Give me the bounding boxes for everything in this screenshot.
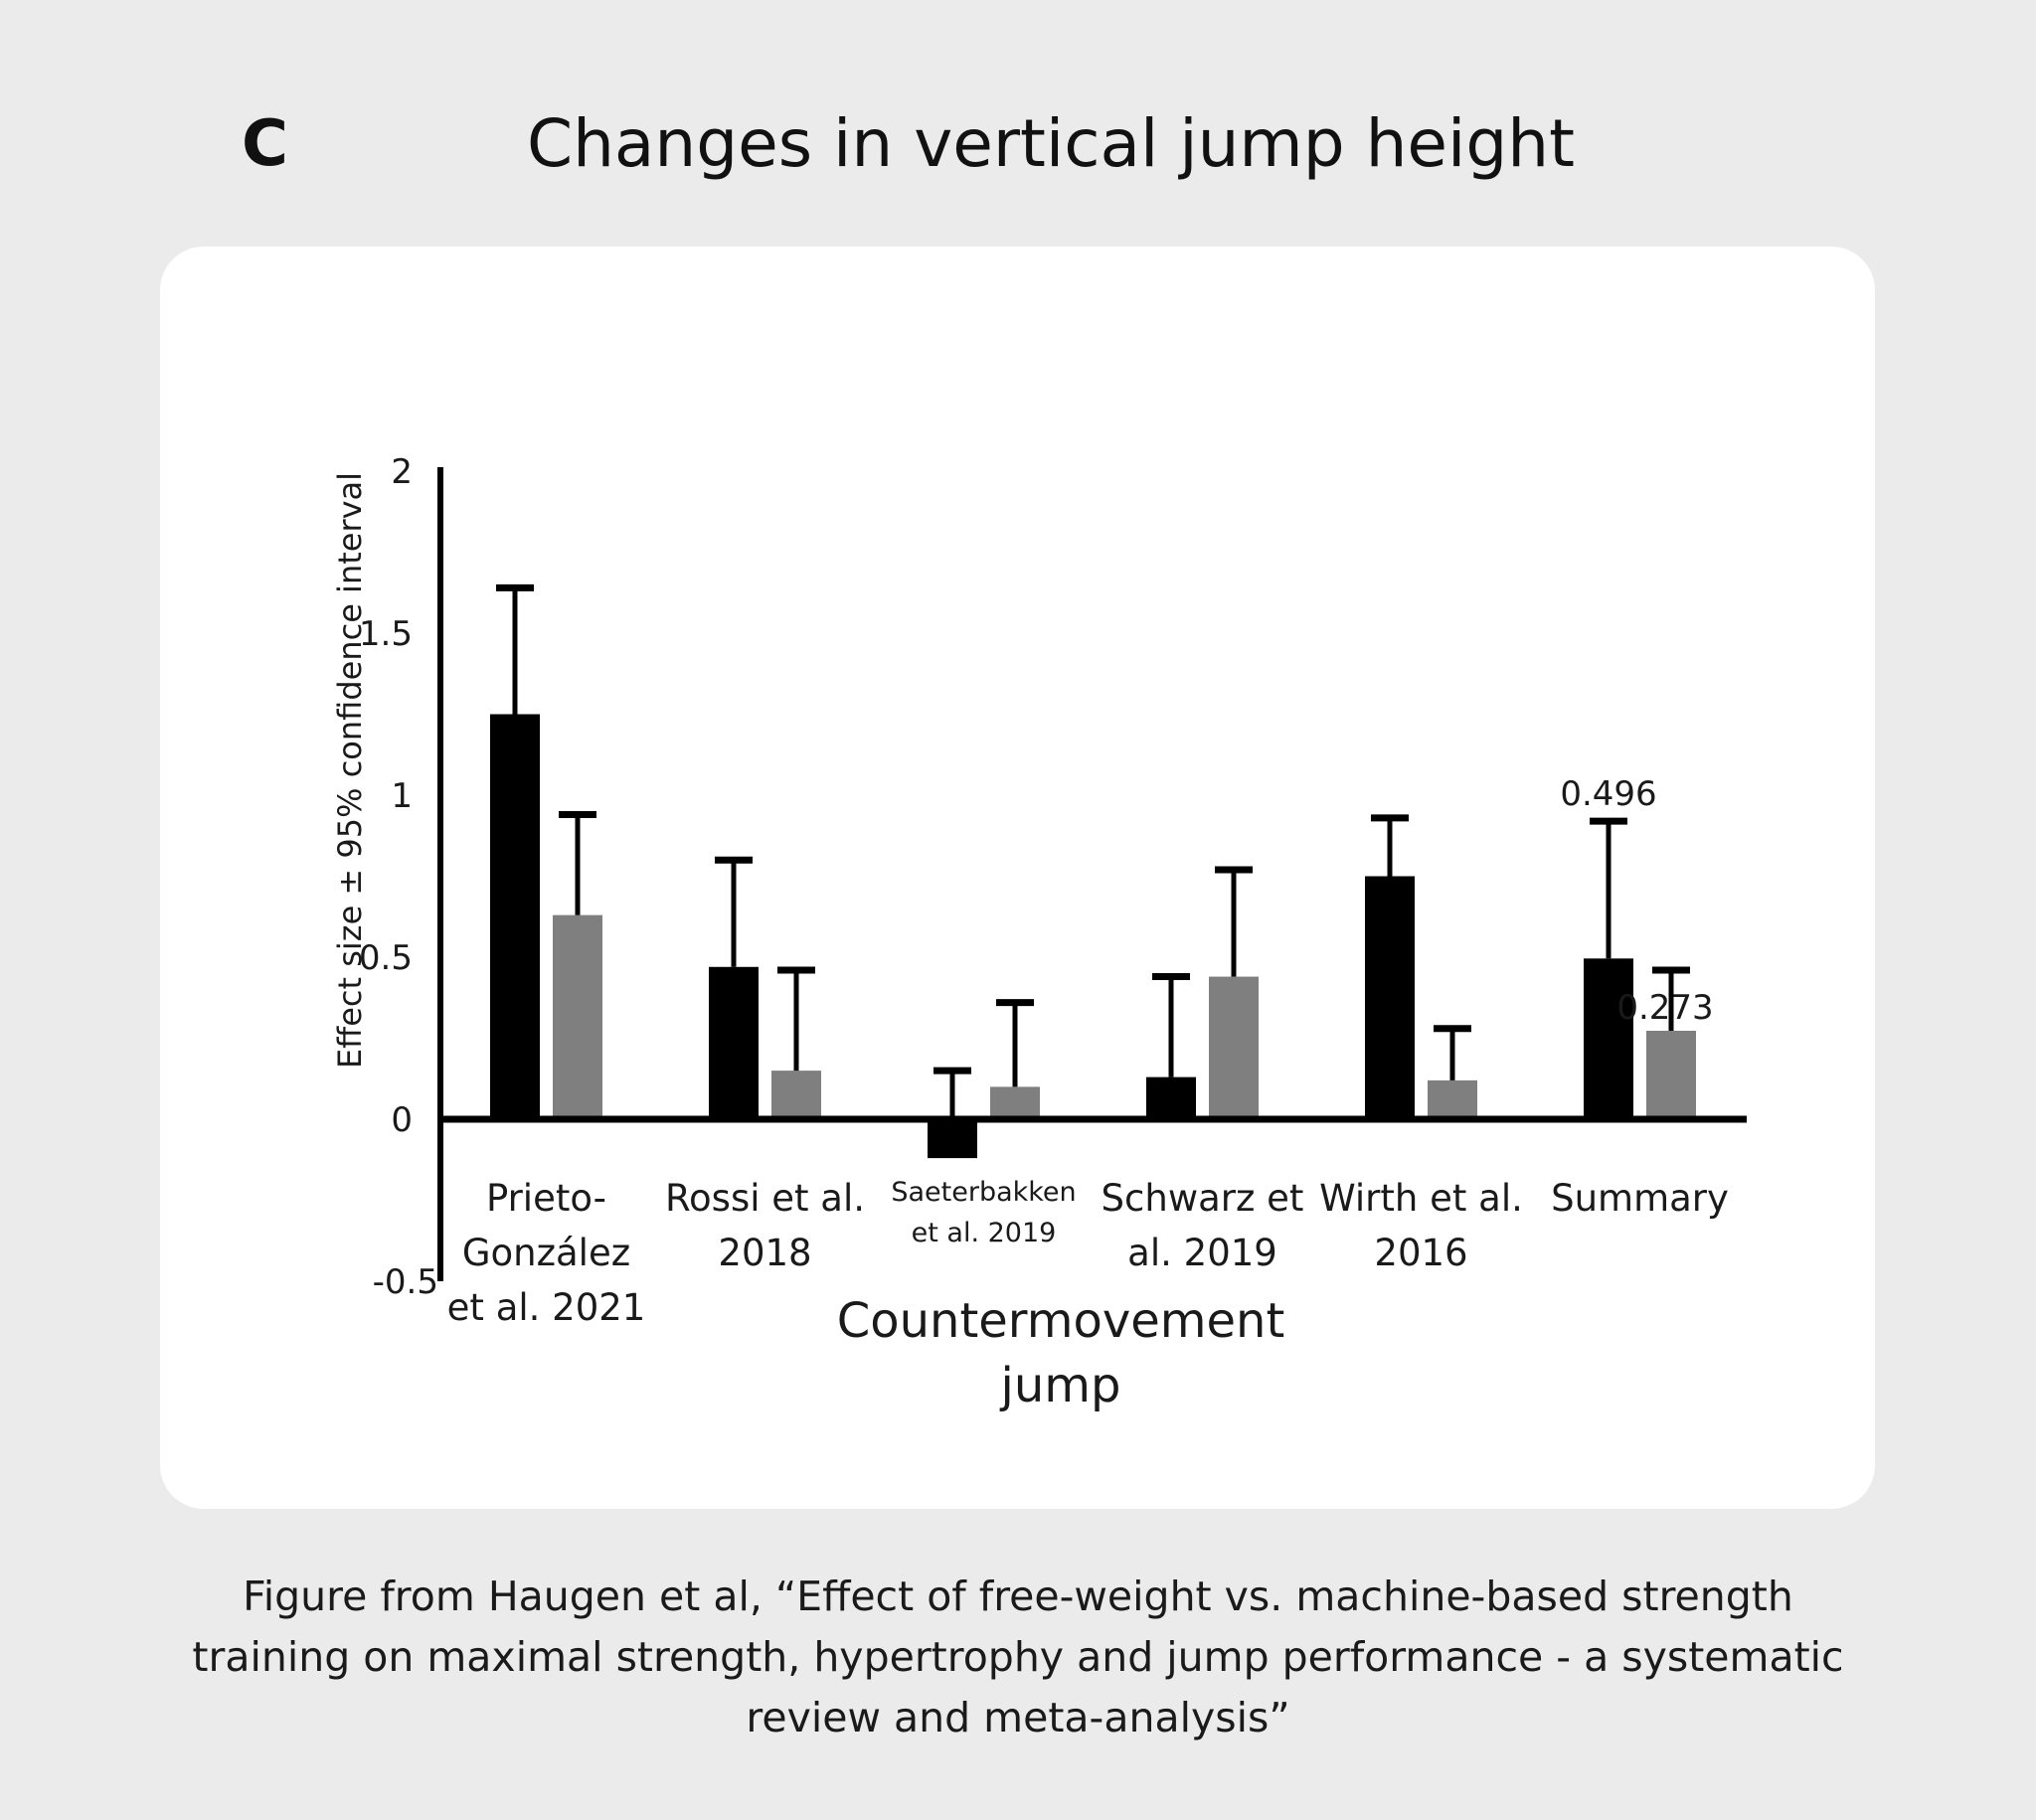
- y-tick-label: -0.5: [373, 1262, 438, 1302]
- x-tick-label: et al. 2021: [447, 1286, 646, 1329]
- y-tick-label: 0: [391, 1100, 413, 1140]
- y-axis-label: Effect size ± 95% confidence interval: [331, 472, 369, 1069]
- bar-chart: 2 1.5 1 0.5 0 -0.5 Effect size ± 95% confidenc…: [331, 452, 1747, 1413]
- y-tick-label: 1.5: [359, 614, 413, 654]
- page-title: Changes in vertical jump height: [527, 105, 1575, 182]
- bar: [928, 1119, 977, 1159]
- data-label: 0.496: [1560, 774, 1656, 814]
- data-label: 0.273: [1616, 988, 1713, 1028]
- bar: [771, 1071, 821, 1119]
- bar: [1209, 976, 1259, 1119]
- panel-letter: C: [242, 107, 288, 181]
- y-tick-label: 0.5: [359, 938, 413, 978]
- bar: [553, 914, 602, 1119]
- bar: [709, 966, 759, 1119]
- x-tick-label: 2016: [1374, 1232, 1467, 1274]
- bar: [490, 714, 540, 1119]
- chart-card: 2 1.5 1 0.5 0 -0.5 Effect size ± 95% confidenc…: [160, 247, 1875, 1509]
- x-tick-label: Prieto-: [486, 1177, 606, 1220]
- x-tick-label: 2018: [718, 1232, 811, 1274]
- y-tick-label: 1: [391, 776, 413, 816]
- x-tick-label: Rossi et al.: [665, 1177, 865, 1220]
- bar: [1584, 958, 1633, 1119]
- y-tick-label: 2: [391, 452, 413, 492]
- bar: [1365, 876, 1415, 1119]
- x-tick-label: al. 2019: [1127, 1232, 1277, 1274]
- bar: [1146, 1076, 1196, 1119]
- caption-line: Figure from Haugen et al, “Effect of fre…: [243, 1572, 1793, 1620]
- bar: [990, 1086, 1040, 1119]
- x-tick-label: et al. 2019: [912, 1218, 1057, 1248]
- x-tick-label: Schwarz et: [1102, 1177, 1304, 1220]
- bar: [1646, 1031, 1696, 1119]
- x-axis-label: Countermovement: [837, 1293, 1285, 1349]
- caption-line: training on maximal strength, hypertroph…: [192, 1633, 1844, 1681]
- bar: [1428, 1079, 1477, 1119]
- caption-line: review and meta-analysis”: [746, 1694, 1290, 1741]
- figure-caption: Figure from Haugen et al, “Effect of fre…: [123, 1567, 1913, 1748]
- x-tick-label: Saeterbakken: [891, 1177, 1076, 1208]
- x-tick-label: Summary: [1551, 1177, 1729, 1220]
- x-axis-label: jump: [1000, 1358, 1121, 1413]
- x-tick-label: González: [462, 1232, 630, 1274]
- x-tick-label: Wirth et al.: [1319, 1177, 1523, 1220]
